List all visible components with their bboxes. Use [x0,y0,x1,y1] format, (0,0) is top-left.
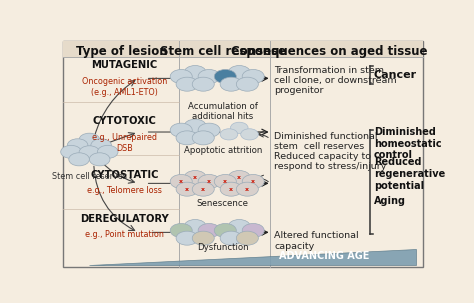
Circle shape [90,153,110,166]
Text: x: x [223,179,228,184]
Text: x: x [201,187,205,192]
Text: x: x [207,179,211,184]
Circle shape [98,145,118,158]
Circle shape [176,131,198,145]
Text: CYTOSTATIC: CYTOSTATIC [91,170,159,180]
Circle shape [192,77,214,91]
Circle shape [198,69,220,84]
Text: Reduced
regenerative
potential: Reduced regenerative potential [374,158,445,191]
Circle shape [170,123,192,137]
FancyBboxPatch shape [63,41,423,267]
Circle shape [69,153,90,166]
Circle shape [176,182,198,196]
Circle shape [192,182,214,196]
Text: Altered functional
capacity: Altered functional capacity [274,231,359,251]
Circle shape [220,231,242,245]
Polygon shape [89,249,416,265]
Circle shape [192,131,214,145]
Circle shape [214,224,237,238]
Circle shape [242,69,264,84]
Text: ADVANCING AGE: ADVANCING AGE [279,251,369,261]
Circle shape [198,123,220,137]
Circle shape [67,139,88,152]
Circle shape [170,175,192,188]
Circle shape [228,219,250,234]
Circle shape [228,171,250,185]
Text: e.g., Unrepaired
DSB: e.g., Unrepaired DSB [92,133,157,153]
Circle shape [242,224,264,238]
Text: Consequences on aged tissue: Consequences on aged tissue [231,45,428,58]
Text: Accumulation of
additional hits: Accumulation of additional hits [188,102,258,121]
Text: e.g., Telomere loss: e.g., Telomere loss [87,186,162,195]
Text: Diminished functional
stem  cell reserves: Diminished functional stem cell reserves [274,132,378,152]
Text: Aging: Aging [374,196,406,206]
Circle shape [61,145,82,158]
Circle shape [198,224,220,238]
Circle shape [176,77,198,91]
Circle shape [237,231,258,245]
Circle shape [228,65,250,79]
Text: x: x [237,175,241,180]
Text: Cancer: Cancer [374,70,417,80]
Circle shape [79,133,100,146]
Text: x: x [185,187,189,192]
Circle shape [198,175,220,188]
Circle shape [176,231,198,245]
Circle shape [192,231,214,245]
Circle shape [220,129,238,140]
Circle shape [170,69,192,84]
Circle shape [242,175,264,188]
Circle shape [79,146,100,159]
Text: x: x [179,179,183,184]
Text: Type of lesion: Type of lesion [76,45,167,58]
Circle shape [91,139,111,152]
Circle shape [170,224,192,238]
Text: Reduced capacity to
respond to stress/injury: Reduced capacity to respond to stress/in… [274,152,386,171]
Circle shape [220,77,242,91]
Text: Stem cell response: Stem cell response [160,45,286,58]
Text: x: x [251,179,255,184]
Text: Apoptotic attrition: Apoptotic attrition [183,146,262,155]
Text: Transformation in stem
cell clone, or downstream
progenitor: Transformation in stem cell clone, or do… [274,65,397,95]
Circle shape [220,182,242,196]
FancyBboxPatch shape [63,41,423,57]
Text: Senescence: Senescence [197,198,249,208]
Text: Stem cell reserves: Stem cell reserves [52,172,127,181]
Text: Oncogenic activation
(e.g., AML1-ETO): Oncogenic activation (e.g., AML1-ETO) [82,77,167,97]
Circle shape [230,122,248,133]
Circle shape [184,65,206,79]
Text: x: x [193,175,197,180]
Circle shape [214,69,237,84]
Circle shape [184,171,206,185]
Text: Diminished
homeostatic
control: Diminished homeostatic control [374,127,442,160]
Circle shape [184,219,206,234]
Circle shape [184,119,206,133]
Text: e.g., Point mutation: e.g., Point mutation [85,230,164,238]
Circle shape [237,77,258,91]
Text: Dysfunction: Dysfunction [197,243,248,252]
Text: x: x [229,187,233,192]
Text: MUTAGENIC: MUTAGENIC [91,60,158,70]
Circle shape [214,175,237,188]
Circle shape [237,182,258,196]
Text: x: x [246,187,249,192]
Text: CYTOTOXIC: CYTOTOXIC [93,116,156,126]
Text: DEREGULATORY: DEREGULATORY [80,214,169,224]
Circle shape [241,129,258,140]
